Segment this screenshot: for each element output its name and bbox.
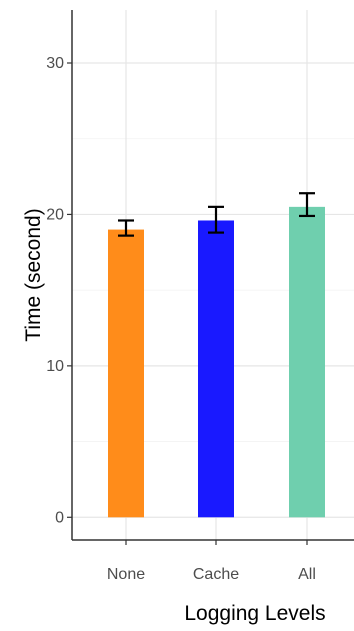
error-bar-all	[299, 192, 315, 218]
x-axis-title: Logging Levels	[184, 602, 325, 625]
bar-none	[108, 229, 144, 518]
bar-all	[289, 206, 325, 518]
y-tick-label: 0	[55, 509, 64, 526]
x-tick-label: None	[107, 566, 145, 583]
error-bar-cache	[208, 205, 224, 234]
x-tick-label: Cache	[193, 566, 239, 583]
y-ticks: 0 10 20 30	[46, 55, 72, 526]
x-ticks: None Cache All	[107, 540, 316, 583]
y-tick-label: 10	[46, 358, 64, 375]
error-bar-none	[118, 219, 134, 237]
x-tick-label: All	[298, 566, 316, 583]
bar-cache	[198, 220, 234, 518]
y-axis-title: Time (second)	[22, 208, 45, 341]
error-bars	[118, 192, 315, 237]
y-tick-label: 20	[46, 206, 64, 223]
y-tick-label: 30	[46, 55, 64, 72]
bars	[108, 206, 325, 518]
